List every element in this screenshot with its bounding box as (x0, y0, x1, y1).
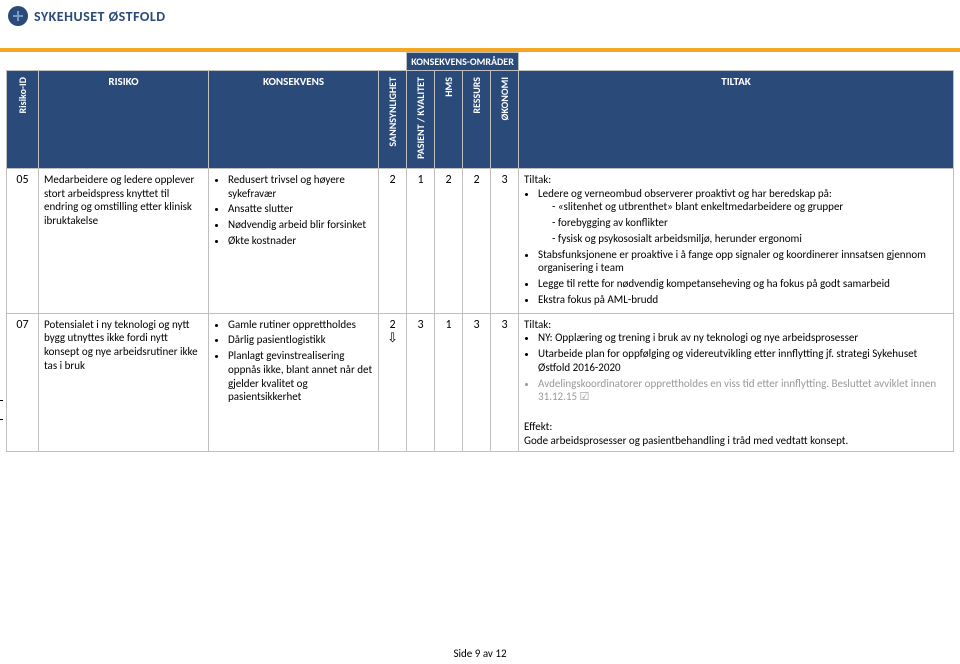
cell-tiltak: Tiltak: Ledere og verneombud observerer … (519, 168, 954, 313)
table-row: 05 Medarbeidere og ledere opplever stort… (7, 168, 954, 313)
cell-hms: 2 (435, 168, 463, 313)
cell-risk: Potensialet i ny teknologi og nytt bygg … (39, 313, 209, 452)
tiltak-label: Tiltak: (524, 173, 551, 186)
cell-prob: 2 (379, 168, 407, 313)
table-row: 07 Potensialet i ny teknologi og nytt by… (7, 313, 954, 452)
page-footer: Side 9 av 12 (0, 647, 960, 660)
cell-tiltak: Tiltak: NY: Opplæring og trening i bruk … (519, 313, 954, 452)
cell-res: 2 (463, 168, 491, 313)
cell-pk: 3 (407, 313, 435, 452)
trend-down-icon: ⇩ (387, 332, 398, 345)
header-risk: RISIKO (39, 71, 209, 169)
logo: SYKEHUSET ØSTFOLD (8, 6, 166, 26)
cell-hms: 1 (435, 313, 463, 452)
cell-id: 05 (7, 168, 39, 313)
logo-text: SYKEHUSET ØSTFOLD (34, 8, 166, 25)
header-cons: KONSEKVENS (209, 71, 379, 169)
effekt-label: Effekt: (524, 420, 552, 433)
page-edit-marker (0, 400, 3, 420)
header-hms: HMS (435, 71, 463, 169)
header-prob: SANNSYNLIGHET (379, 71, 407, 169)
cell-prob: 2 ⇩ (379, 313, 407, 452)
cell-id: 07 (7, 313, 39, 452)
cell-res: 3 (463, 313, 491, 452)
cell-risk: Medarbeidere og ledere opplever stort ar… (39, 168, 209, 313)
header-group-konsekvens: KONSEKVENS-OMRÅDER (407, 53, 519, 71)
tiltak-label: Tiltak: (524, 318, 551, 331)
cell-cons: Redusert trivsel og høyere sykefraværAns… (209, 168, 379, 313)
header-tiltak: TILTAK (519, 71, 954, 169)
cell-cons: Gamle rutiner opprettholdesDårlig pasien… (209, 313, 379, 452)
logo-mark (8, 6, 28, 26)
risk-table: KONSEKVENS-OMRÅDER Risiko-ID RISIKO KONS… (6, 52, 954, 452)
header-id: Risiko-ID (7, 71, 39, 169)
effekt-text: Gode arbeidsprosesser og pasientbehandli… (524, 434, 848, 447)
cell-eco: 3 (491, 313, 519, 452)
cell-pk: 1 (407, 168, 435, 313)
header-res: RESSURS (463, 71, 491, 169)
cell-eco: 3 (491, 168, 519, 313)
header-eco: ØKONOMI (491, 71, 519, 169)
header-pk: PASIENT / KVALITET (407, 71, 435, 169)
